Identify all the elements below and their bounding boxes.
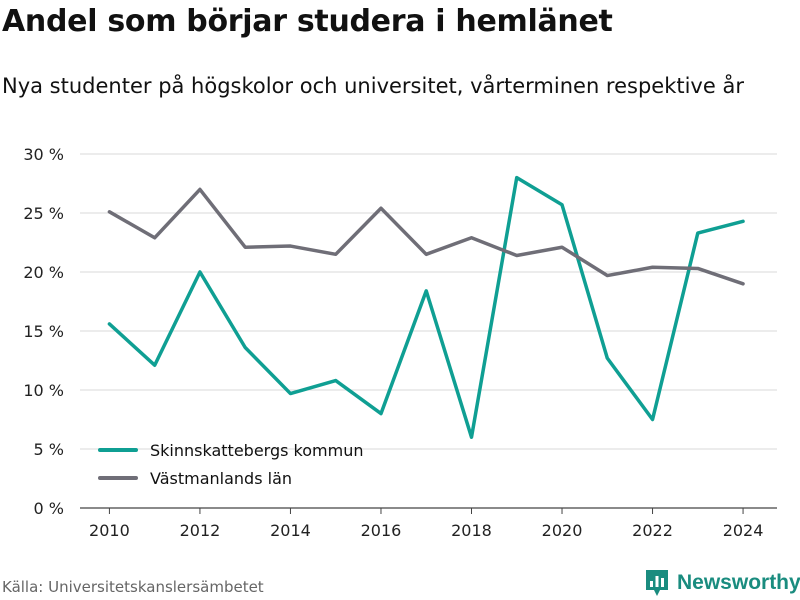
series-line-2 [107,187,745,286]
y-tick-label: 0 % [34,499,64,518]
x-tick-label: 2024 [723,521,764,540]
y-tick-label: 5 % [34,440,64,459]
legend-label: Skinnskattebergs kommun [150,441,363,460]
y-tick-label: 25 % [23,204,64,223]
newsworthy-logo[interactable]: Newsworthy [644,568,800,598]
x-tick-label: 2020 [542,521,583,540]
y-tick-label: 30 % [23,145,64,164]
legend: Skinnskattebergs kommun Västmanlands län [98,441,363,488]
x-tick-label: 2022 [632,521,673,540]
x-axis-ticks: 2010 2012 2014 2016 2018 2020 2022 2024 [89,508,763,540]
x-tick-label: 2012 [180,521,221,540]
legend-label: Västmanlands län [150,469,292,488]
y-axis-ticks: 0 % 5 % 10 % 15 % 20 % 25 % 30 % [23,145,64,518]
x-tick-label: 2010 [89,521,130,540]
y-tick-label: 10 % [23,381,64,400]
series-line-1 [107,175,745,439]
x-tick-label: 2016 [361,521,402,540]
brand-name: Newsworthy [677,571,800,594]
x-tick-label: 2014 [270,521,311,540]
chart-title: Andel som börjar studera i hemlänet [2,4,613,39]
y-tick-label: 20 % [23,263,64,282]
y-tick-label: 15 % [23,322,64,341]
chart-subtitle: Nya studenter på högskolor och universit… [2,74,744,98]
newsworthy-logo-icon [646,570,668,596]
x-tick-label: 2018 [451,521,492,540]
series-lines [107,175,745,439]
source-note: Källa: Universitetskanslersämbetet [2,578,264,596]
